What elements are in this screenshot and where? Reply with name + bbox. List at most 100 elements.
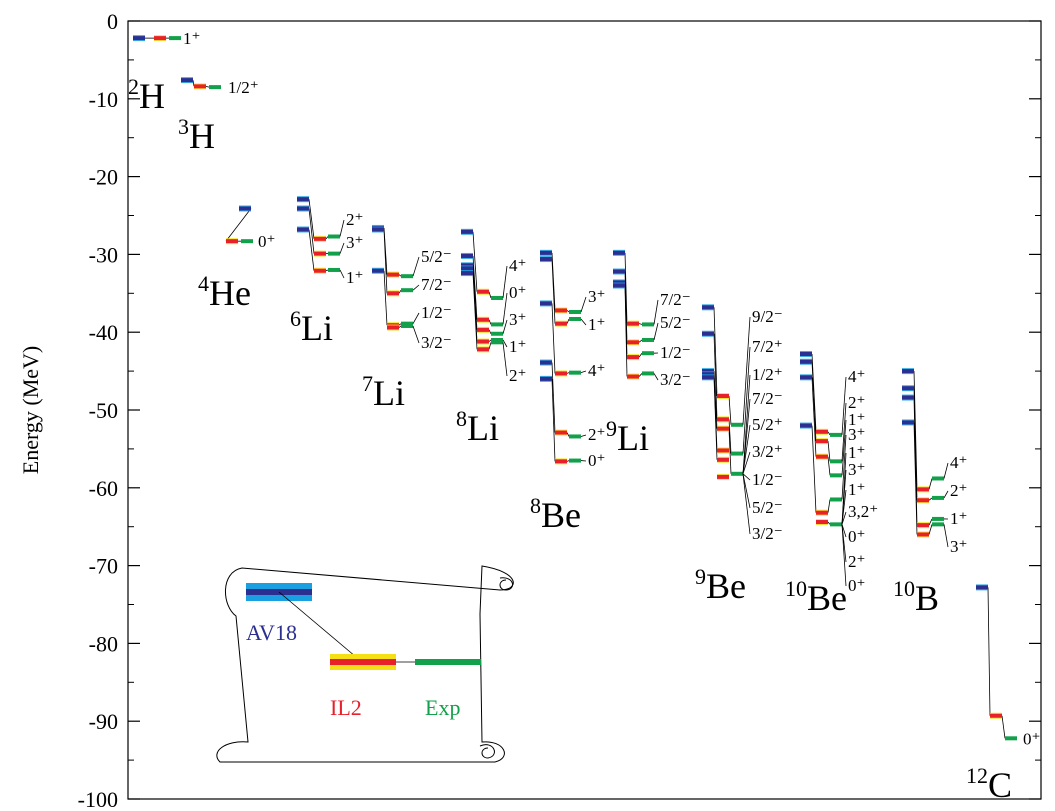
label-leader	[412, 256, 420, 277]
connector-line	[928, 524, 933, 535]
spin-parity-label: 3/2⁻	[660, 370, 691, 389]
exp-level	[642, 371, 654, 376]
il2-level	[477, 339, 489, 344]
nucleus-7Li: 5/2⁻ 7/2⁻ 1/2⁻ 3/2⁻ 7Li	[362, 224, 452, 413]
av18-level	[181, 78, 193, 83]
connector-line	[488, 329, 492, 334]
scroll-outline	[216, 565, 514, 763]
exp-level	[569, 309, 581, 314]
connector-line	[827, 431, 831, 436]
spin-parity-label: 0⁺	[848, 527, 865, 546]
exp-level	[932, 522, 944, 527]
nucleus-label: 8Li	[456, 406, 499, 448]
exp-level	[731, 451, 743, 456]
connector-line	[728, 395, 732, 425]
spin-parity-label: 1/2⁺	[752, 365, 783, 384]
y-tick-label: -20	[89, 165, 118, 190]
connector-line	[472, 255, 478, 320]
connector-line	[624, 285, 628, 377]
nucleus-8Be: 3⁺ 1⁺ 4⁺ 2⁺ 0⁺ 8Be	[530, 249, 605, 535]
nucleus-8Li: 4⁺ 0⁺ 3⁺ 1⁺ 2⁺ 8Li	[456, 228, 526, 448]
y-axis: 0 -10 -20 -30 -40 -50 -60 -70 -80 -90 -100	[78, 9, 1041, 811]
connector-line	[638, 339, 643, 343]
legend-connector	[278, 591, 363, 663]
spin-parity-label: 4⁺	[848, 367, 865, 386]
nucleus-label: 9Be	[695, 564, 746, 606]
av18-level	[902, 395, 914, 400]
legend-il2-level	[330, 659, 396, 665]
spin-parity-label: 5/2⁻	[752, 498, 783, 517]
connector-line	[383, 229, 388, 294]
il2-level	[990, 713, 1002, 718]
exp-level	[401, 288, 413, 293]
connector-line	[928, 497, 933, 501]
spin-parity-label: 3⁺	[346, 233, 363, 252]
av18-level	[800, 359, 812, 364]
spin-parity-label: 0⁺	[1023, 729, 1040, 748]
spin-parity-label: 0⁺	[848, 576, 865, 595]
legend-exp-label: Exp	[425, 695, 460, 720]
nucleus-label: 2H	[128, 74, 165, 116]
connector-line	[913, 422, 918, 535]
il2-level	[314, 268, 326, 273]
nucleus-12C: 0⁺ 12C	[966, 584, 1040, 805]
av18-level	[461, 263, 473, 268]
connector-line	[811, 425, 817, 513]
label-leader	[502, 292, 508, 325]
il2-level	[477, 289, 489, 294]
y-tick-label: -30	[89, 242, 118, 267]
connector-line	[308, 208, 315, 254]
connector-line	[192, 80, 195, 87]
label-leader	[412, 312, 420, 324]
label-leader	[742, 473, 751, 535]
label-leader	[339, 242, 345, 254]
label-leader	[580, 434, 587, 437]
av18-level	[613, 250, 625, 255]
exp-level	[830, 497, 842, 502]
label-leader	[412, 284, 420, 291]
nucleus-9Li: 7/2⁻ 5/2⁻ 1/2⁻ 3/2⁻ 9Li	[606, 249, 691, 458]
spin-parity-label: 0⁺	[509, 283, 526, 302]
exp-level	[491, 295, 503, 300]
spin-parity-label: 1⁺	[346, 268, 363, 287]
av18-level	[297, 227, 309, 232]
legend-exp-level	[415, 659, 481, 665]
nucleus-label: 10B	[893, 576, 939, 618]
y-tick-label: -90	[89, 709, 118, 734]
il2-level	[917, 523, 929, 528]
connector-line	[713, 307, 718, 397]
label-leader	[412, 325, 420, 344]
av18-level	[461, 229, 473, 234]
spin-parity-label: 1⁺	[183, 29, 200, 48]
exp-level	[491, 340, 503, 345]
connector-line	[713, 333, 718, 420]
il2-level	[627, 321, 639, 326]
exp-level	[401, 323, 413, 328]
spin-parity-label: 3/2⁺	[752, 442, 783, 461]
il2-level	[917, 532, 929, 537]
label-leader	[841, 402, 847, 462]
nucleus-4He: 0⁺ 4He	[198, 205, 275, 313]
legend-av18-label: AV18	[246, 620, 297, 645]
label-leader	[502, 342, 508, 377]
label-leader	[841, 524, 847, 538]
il2-level	[816, 429, 828, 434]
av18-level	[702, 369, 714, 374]
spin-parity-label: 3⁺	[588, 287, 605, 306]
spin-parity-label: 7/2⁺	[752, 337, 783, 356]
connector-line	[811, 353, 817, 432]
av18-level	[461, 271, 473, 276]
label-leader	[653, 373, 659, 381]
il2-level	[717, 417, 729, 422]
spin-parity-label: 2⁺	[950, 481, 967, 500]
exp-level	[328, 234, 340, 239]
il2-level	[555, 371, 567, 376]
label-leader	[580, 370, 587, 374]
connector-line	[488, 291, 492, 299]
spin-parity-label: 7/2⁻	[660, 290, 691, 309]
il2-level	[816, 454, 828, 459]
spin-parity-label: 0⁺	[588, 451, 605, 470]
nucleus-label: 7Li	[362, 371, 405, 413]
connector-line	[225, 208, 252, 242]
